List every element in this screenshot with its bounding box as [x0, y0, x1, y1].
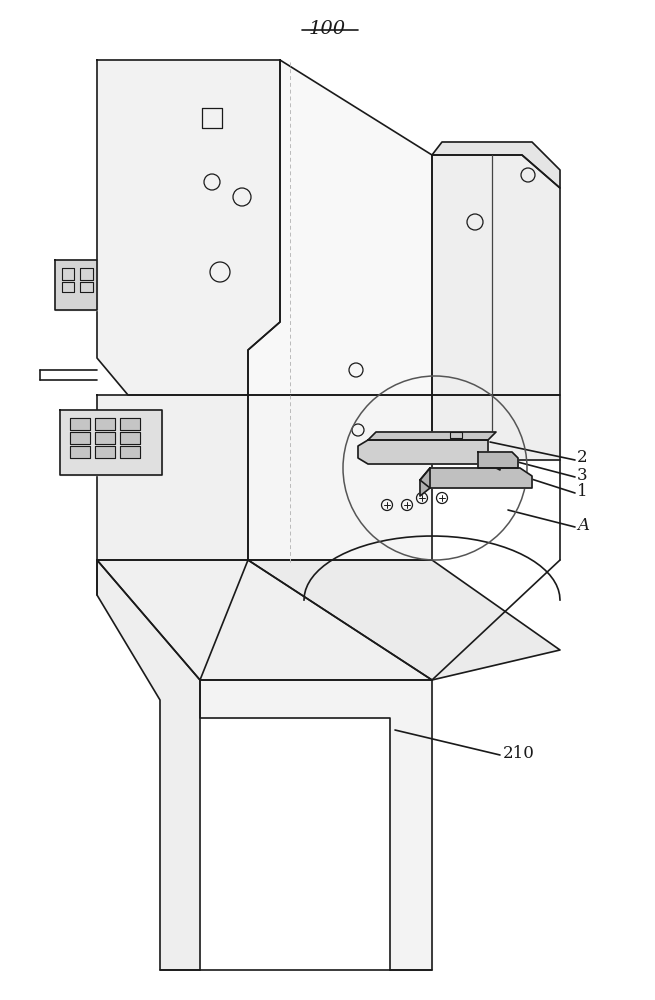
Polygon shape	[120, 418, 140, 430]
Text: 3: 3	[577, 466, 588, 484]
Polygon shape	[200, 680, 432, 970]
Text: A: A	[577, 516, 589, 534]
Text: 1: 1	[577, 483, 588, 499]
Polygon shape	[60, 410, 162, 475]
Polygon shape	[358, 440, 500, 470]
Polygon shape	[97, 395, 248, 560]
Polygon shape	[95, 418, 115, 430]
Polygon shape	[368, 432, 496, 440]
Polygon shape	[432, 155, 560, 395]
Polygon shape	[120, 446, 140, 458]
Polygon shape	[420, 468, 430, 496]
Polygon shape	[97, 60, 280, 395]
Polygon shape	[478, 452, 518, 468]
Text: 100: 100	[309, 20, 346, 38]
Polygon shape	[248, 60, 432, 395]
Polygon shape	[70, 432, 90, 444]
Polygon shape	[55, 260, 97, 310]
Polygon shape	[95, 432, 115, 444]
Polygon shape	[248, 395, 432, 560]
Polygon shape	[420, 468, 532, 488]
Polygon shape	[97, 560, 432, 680]
Text: 210: 210	[503, 744, 535, 762]
Polygon shape	[70, 446, 90, 458]
Polygon shape	[432, 395, 560, 460]
Polygon shape	[432, 142, 560, 188]
Polygon shape	[248, 560, 560, 680]
Text: 2: 2	[577, 450, 588, 466]
Polygon shape	[120, 432, 140, 444]
Polygon shape	[97, 560, 200, 970]
Polygon shape	[70, 418, 90, 430]
Polygon shape	[95, 446, 115, 458]
